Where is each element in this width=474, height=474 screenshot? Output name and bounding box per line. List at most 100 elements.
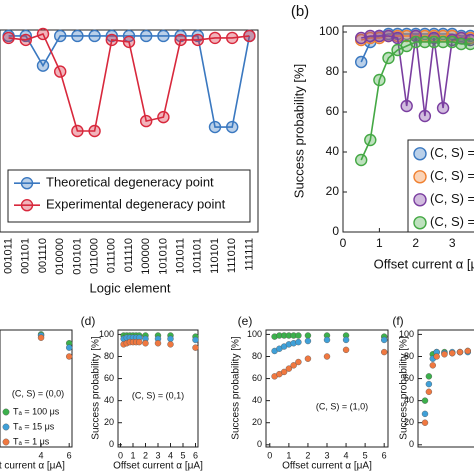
data-point (290, 362, 297, 369)
data-point (354, 153, 368, 167)
legend-label: (C, S) = (0,1) (430, 168, 474, 183)
x-tick-label: 2 (305, 450, 310, 460)
data-point (421, 397, 429, 404)
category-label: 100000 (140, 238, 152, 275)
annotation: (C, S) = (0,1) (132, 390, 184, 400)
y-tick-label: 80 (404, 351, 414, 361)
category-label: 011110 (123, 238, 135, 272)
category-label: 001011 (3, 238, 15, 274)
data-point (295, 358, 302, 366)
data-point (421, 419, 429, 426)
data-point (436, 35, 450, 49)
x-tick-label: 1 (376, 236, 383, 250)
y-tick-label: 0 (332, 224, 339, 238)
plot-frame (117, 329, 199, 448)
y-axis-title: Success probability [%] (291, 64, 306, 198)
data-point (243, 29, 256, 43)
y-tick-label: 0 (409, 439, 414, 449)
y-tick-label: 0 (257, 439, 262, 449)
data-point (36, 27, 50, 41)
data-point (400, 29, 413, 43)
data-point (409, 35, 422, 49)
legend-label: (C, S) = (0,0) (430, 145, 474, 160)
data-point (464, 37, 474, 51)
x-tick-label: 0 (267, 450, 272, 460)
y-axis-title: Success probability [%] (91, 336, 102, 440)
data-point (425, 373, 433, 380)
legend-marker (2, 408, 10, 416)
data-point (19, 33, 32, 47)
data-point (174, 33, 187, 47)
x-tick-label: 3 (155, 450, 160, 460)
category-label: 110101 (209, 238, 221, 274)
legend-label: Experimental degeneracy point (46, 197, 226, 212)
x-tick-label: 1 (286, 450, 291, 460)
plot-frame (0, 329, 73, 448)
data-point (323, 336, 331, 344)
category-label: 011000 (89, 238, 101, 274)
category-label: 101011 (175, 238, 187, 274)
legend-marker (20, 176, 34, 190)
data-point (433, 353, 440, 360)
data-point (192, 336, 199, 344)
data-point (427, 35, 441, 49)
data-point (157, 29, 170, 43)
data-point (304, 355, 312, 362)
data-point (425, 380, 433, 388)
data-point (445, 35, 459, 49)
data-point (449, 349, 456, 357)
category-label: 101010 (157, 238, 169, 275)
y-tick-label: 60 (326, 104, 340, 118)
data-point (354, 31, 368, 45)
legend-box (7, 169, 251, 223)
data-point (167, 335, 174, 343)
data-point (323, 353, 331, 360)
data-point (65, 353, 73, 360)
data-point (142, 340, 149, 347)
data-point (208, 120, 222, 134)
panel-label: (d) (81, 314, 96, 328)
y-tick-label: 20 (404, 417, 414, 427)
y-axis-title: Success probability [%] (231, 336, 242, 440)
data-point (65, 344, 73, 351)
x-tick-label: 3 (449, 236, 456, 250)
category-label: 010101 (71, 238, 83, 275)
data-point (342, 346, 350, 354)
data-point (280, 368, 288, 376)
legend-label: Tₐ = 15 μs (13, 421, 55, 431)
category-label: 111111 (243, 238, 255, 271)
annotation: (C, S) = (0,0) (12, 388, 64, 398)
data-point (364, 133, 377, 147)
category-label: 001110 (37, 238, 49, 273)
category-label: 010000 (54, 238, 66, 275)
panel-label: (f) (392, 314, 403, 328)
x-tick-label: 1 (130, 450, 135, 460)
data-point (464, 347, 471, 355)
category-label: 101101 (192, 238, 204, 274)
data-point (295, 338, 302, 346)
legend-label: Tₐ = 100 μs (13, 406, 60, 416)
data-point (373, 73, 386, 87)
data-point (421, 410, 429, 418)
y-tick-label: 80 (104, 351, 114, 361)
plot-frame (417, 329, 474, 448)
y-tick-label: 80 (252, 351, 262, 361)
data-point (425, 388, 433, 396)
x-tick-label: 5 (180, 450, 185, 460)
data-point (136, 338, 143, 346)
x-axis-title: Logic element (90, 280, 171, 295)
data-point (295, 332, 302, 339)
data-point (400, 99, 413, 113)
x-tick-label: 6 (193, 450, 198, 460)
data-point (2, 31, 15, 45)
y-tick-label: 60 (104, 373, 114, 383)
y-tick-label: 40 (252, 395, 262, 405)
legend-marker (413, 216, 427, 230)
data-point (139, 29, 153, 43)
data-point (364, 29, 377, 43)
data-point (429, 362, 436, 369)
legend-marker (413, 170, 427, 184)
y-tick-label: 100 (99, 329, 114, 339)
x-axis-title: Offset current α [μA] (282, 461, 372, 472)
data-point (382, 51, 395, 65)
